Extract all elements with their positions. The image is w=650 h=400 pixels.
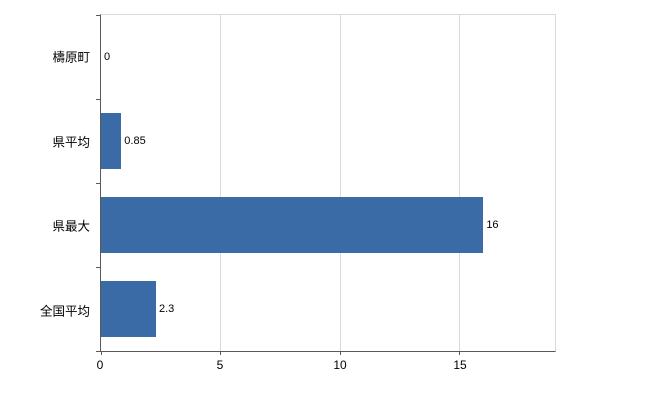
value-axis-tick-label: 0 [96, 358, 104, 372]
bar-row: 2.3 [101, 267, 555, 351]
category-label: 県最大 [52, 219, 90, 234]
category-axis-labels: 檮原町県平均県最大全国平均 [0, 14, 94, 352]
data-label: 0.85 [124, 135, 146, 147]
category-axis-tick [96, 267, 101, 268]
category-axis-tick [96, 15, 101, 16]
bar-row: 16 [101, 183, 555, 267]
value-axis-tick [220, 351, 222, 355]
category-axis-tick [96, 351, 101, 352]
bar-segment [101, 113, 122, 169]
category-label: 全国平均 [39, 304, 90, 319]
category-label: 檮原町 [52, 50, 90, 65]
category-label: 県平均 [52, 135, 90, 150]
value-axis-labels: 0 5 10 15 [96, 358, 556, 374]
plot-area: 0 0.85 16 2.3 [96, 14, 556, 355]
value-axis-tick-label: 15 [453, 358, 467, 372]
data-label: 2.3 [158, 303, 175, 315]
category-axis-tick [96, 183, 101, 184]
category-axis-tick [96, 99, 101, 100]
value-axis-tick-label: 10 [333, 358, 347, 372]
data-label: 16 [486, 219, 499, 231]
value-axis-tick-label: 5 [216, 358, 224, 372]
bar-segment [101, 281, 156, 337]
value-axis-tick [339, 351, 341, 355]
bar-row: 0.85 [101, 99, 555, 183]
bar-rows: 0 0.85 16 2.3 [101, 15, 555, 351]
value-axis-tick [459, 351, 461, 355]
bar-row: 0 [101, 15, 555, 99]
data-label: 0 [104, 51, 111, 63]
gridline [220, 15, 222, 351]
gridline [339, 15, 341, 351]
value-axis-tick [101, 351, 102, 355]
bar-segment [101, 197, 484, 253]
gridline [459, 15, 461, 351]
